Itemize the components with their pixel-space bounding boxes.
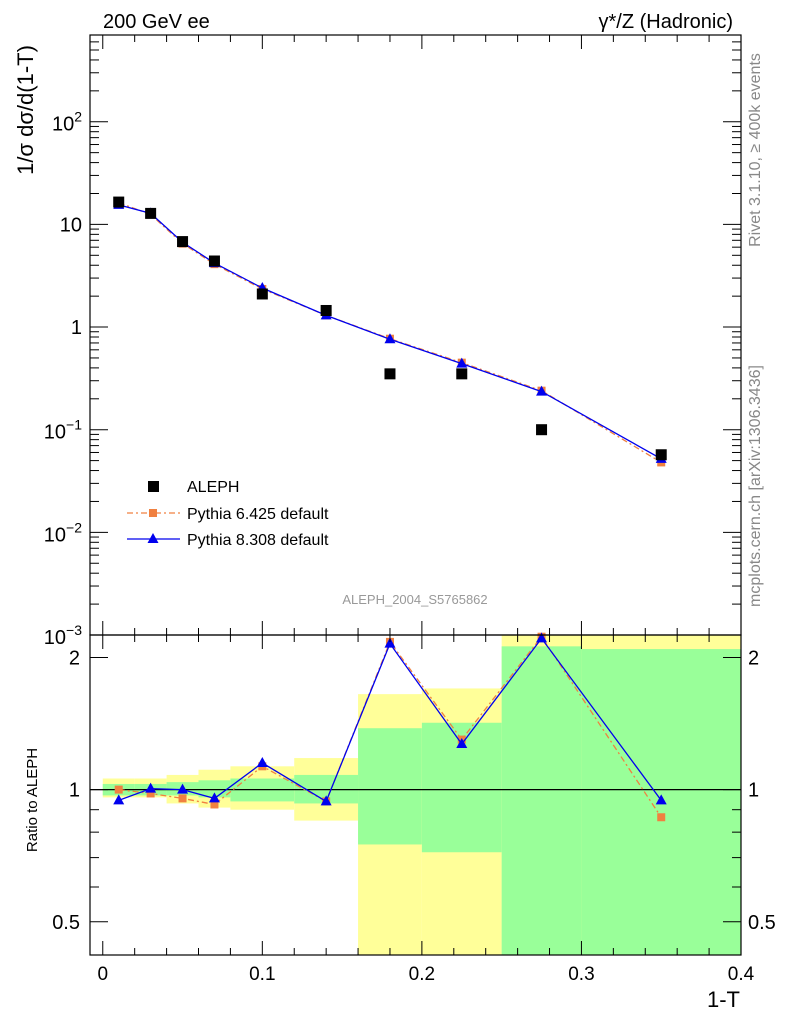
main-series [113, 196, 667, 467]
main-aleph-point-2 [177, 236, 189, 248]
ratio-ytick-label-right: 1 [748, 780, 759, 802]
legend-pythia8-label: Pythia 8.308 default [187, 532, 329, 549]
ratio-pythia8-point-3 [208, 792, 220, 803]
legend-pythia6-label: Pythia 6.425 default [187, 506, 329, 523]
xaxis-label: 1-T [707, 987, 740, 1012]
mcplots-label: mcplots.cern.ch [arXiv:1306.3436] [747, 365, 764, 607]
x-tick-label: 0 [97, 964, 108, 985]
header-left: 200 GeV ee [103, 11, 210, 33]
axes: 0 0.1 0.2 0.3 0.4 10−3 10−2 10−1 1 10 102 0.5 0.5 1 1 2… [44, 34, 776, 985]
ratio-ytick-label: 1 [69, 780, 80, 802]
ratio-pythia6-point-0 [114, 785, 123, 794]
x-tick-label: 0.1 [249, 964, 275, 985]
legend-pythia8-marker [147, 533, 159, 543]
main-ytick-label: 10 [60, 214, 82, 236]
ratio-ytick-label-right: 2 [748, 647, 759, 669]
ratio-pythia6-line [118, 635, 662, 818]
main-ylabel: 1/σ dσ/d(1-T) [13, 45, 38, 175]
ratio-pythia8-line [118, 637, 662, 803]
main-pythia6-line [118, 202, 662, 463]
ratio-pythia8-point-6 [384, 637, 396, 648]
ratio-pythia6-point-9 [657, 813, 666, 822]
main-ytick-label: 10−3 [44, 622, 82, 649]
main-aleph-point-5 [320, 304, 332, 316]
main-aleph-point-9 [655, 449, 667, 461]
main-aleph-point-6 [384, 368, 396, 380]
ratio-band-inner-8 [501, 646, 582, 955]
legend-pythia6-marker [149, 509, 157, 517]
legend-aleph-marker [148, 481, 159, 492]
ratio-pythia8-point-2 [177, 783, 189, 794]
legend: ALEPH Pythia 6.425 default Pythia 8.308 … [127, 479, 329, 549]
rivet-label: Rivet 3.1.10, ≥ 400k events [747, 53, 764, 247]
ratio-ylabel: Ratio to ALEPH [24, 748, 41, 852]
main-ytick-label: 10−2 [44, 519, 82, 546]
ratio-pythia6-point-1 [146, 789, 155, 798]
ratio-pythia6-point-2 [178, 794, 187, 803]
main-aleph-point-0 [113, 196, 125, 208]
ratio-series [113, 632, 667, 822]
ratio-pythia8-point-0 [113, 794, 125, 805]
ratio-ytick-label: 2 [69, 647, 80, 669]
main-aleph-point-8 [536, 424, 548, 436]
ratio-pythia8-point-9 [655, 794, 667, 805]
main-pythia8-point-6 [384, 333, 396, 344]
main-ytick-label: 10−1 [44, 417, 82, 444]
ratio-pythia8-point-4 [256, 756, 268, 767]
ratio-pythia8-point-5 [320, 795, 332, 806]
main-pythia8-line [118, 204, 662, 460]
main-ytick-label: 1 [71, 317, 82, 339]
header-right: γ*/Z (Hadronic) [599, 11, 733, 33]
main-aleph-point-7 [456, 368, 468, 380]
analysis-watermark: ALEPH_2004_S5765862 [342, 592, 487, 607]
main-pythia8-point-7 [456, 357, 468, 368]
ratio-bands [90, 635, 741, 955]
main-ytick-label: 102 [52, 109, 82, 136]
x-tick-label: 0.3 [568, 964, 594, 985]
main-pythia8-point-8 [536, 385, 548, 396]
ratio-frame [89, 634, 742, 956]
main-aleph-point-3 [208, 255, 220, 267]
ratio-pythia8-point-7 [456, 738, 468, 749]
legend-aleph-label: ALEPH [187, 479, 239, 496]
ratio-pythia8-point-1 [145, 782, 157, 793]
main-aleph-point-1 [145, 207, 157, 219]
ratio-ytick-label: 0.5 [52, 912, 80, 934]
x-tick-label: 0.2 [409, 964, 435, 985]
ratio-pythia8-point-8 [536, 632, 548, 643]
ratio-pythia6-point-3 [210, 800, 219, 809]
ratio-band-inner-6 [358, 728, 422, 845]
main-aleph-point-4 [256, 288, 268, 300]
ratio-ytick-label-right: 0.5 [748, 912, 776, 934]
x-tick-label: 0.4 [728, 964, 755, 985]
